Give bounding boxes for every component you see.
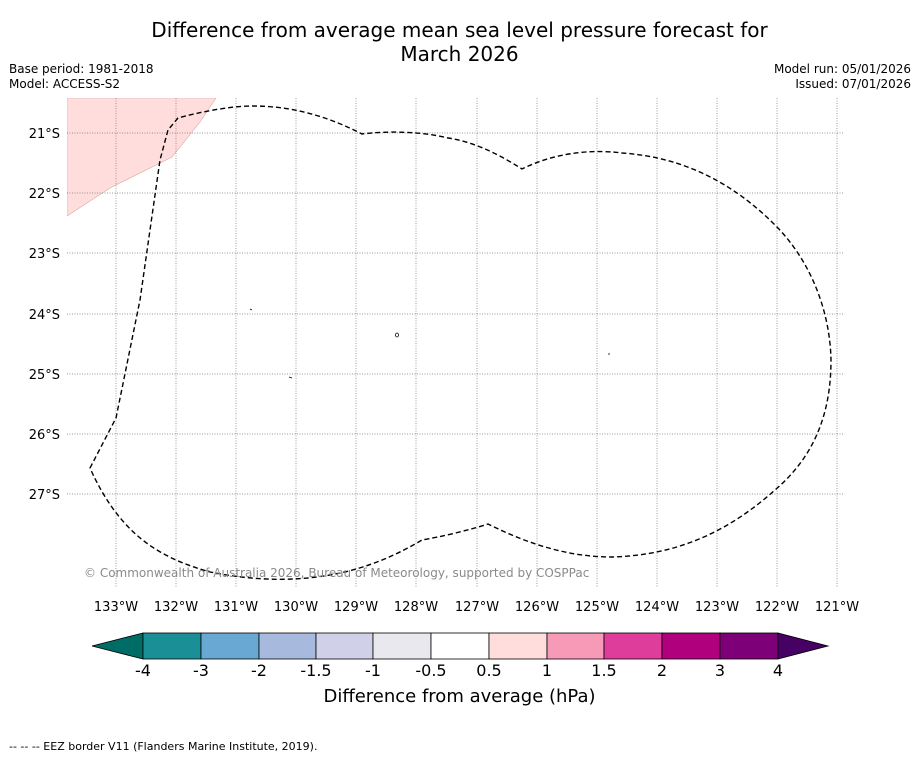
lon-label: 129°W [334,600,378,615]
colorbar-segment [661,632,721,660]
lat-label: 24°S [29,308,60,323]
colorbar-tick: -3 [193,661,209,680]
eez-legend-footnote: -- -- -- EEZ border V11 (Flanders Marine… [9,740,318,753]
base-period-text: Base period: 1981-2018 [9,62,154,76]
lat-label: 27°S [29,488,60,503]
colorbar-segment [372,632,432,660]
colorbar-segment [142,632,202,660]
colorbar-extend-low [91,632,144,660]
colorbar-tick: 3 [714,661,726,680]
colorbar-segment [200,632,260,660]
lon-label: 123°W [695,600,739,615]
issued-text: Issued: 07/01/2026 [795,77,911,91]
colorbar-segment [488,632,548,660]
lon-label: 132°W [154,600,198,615]
island [395,332,399,338]
map-title-line2: March 2026 [400,42,519,66]
colorbar-tick: 2 [656,661,668,680]
lat-label: 23°S [29,247,60,262]
colorbar-tick: 1.5 [591,661,617,680]
lat-label: 26°S [29,428,60,443]
lat-label: 21°S [29,127,60,142]
colorbar-segment [546,632,605,660]
colorbar-segment [258,632,317,660]
model-run-text: Model run: 05/01/2026 [773,62,911,76]
colorbar-tick: -0.5 [415,661,447,680]
map-title-line1: Difference from average mean sea level p… [151,18,768,42]
eez-border [89,105,832,580]
colorbar-tick: -1.5 [300,661,332,680]
lat-label: 22°S [29,187,60,202]
colorbar-segment [315,632,374,660]
colorbar-tick: -4 [135,661,151,680]
right-metadata: Model run: 05/01/2026 Issued: 07/01/2026 [774,62,911,92]
colorbar [91,632,830,660]
map-title: Difference from average mean sea level p… [0,18,919,66]
gridlines [67,98,843,588]
colorbar-tick: 4 [772,661,784,680]
lon-label: 121°W [815,600,859,615]
left-metadata: Base period: 1981-2018 Model: ACCESS-S2 [9,62,154,92]
lon-label: 126°W [515,600,559,615]
colorbar-extend-high [777,632,830,660]
lon-label: 124°W [635,600,679,615]
colorbar-segment [719,632,779,660]
island [249,308,253,311]
colorbar-tick: 1 [541,661,553,680]
colorbar-tick: -2 [251,661,267,680]
copyright-text: © Commonwealth of Australia 2026, Bureau… [84,566,589,580]
island [288,376,293,379]
anomaly-shading [67,98,217,217]
colorbar-tick: -1 [365,661,381,680]
lon-label: 130°W [274,600,318,615]
lon-label: 127°W [455,600,499,615]
colorbar-tick: 0.5 [476,661,502,680]
lon-label: 133°W [94,600,138,615]
longitude-labels: 133°W 132°W 131°W 130°W 129°W 128°W 127°… [94,600,859,615]
colorbar-segment [603,632,663,660]
latitude-labels: 21°S 22°S 23°S 24°S 25°S 26°S 27°S [29,127,60,503]
colorbar-title: Difference from average (hPa) [323,686,596,707]
lon-label: 128°W [394,600,438,615]
model-text: Model: ACCESS-S2 [9,77,121,91]
lat-label: 25°S [29,368,60,383]
lon-label: 125°W [575,600,619,615]
lon-label: 122°W [755,600,799,615]
islands [249,308,610,379]
colorbar-segment [430,632,490,660]
lon-label: 131°W [214,600,258,615]
